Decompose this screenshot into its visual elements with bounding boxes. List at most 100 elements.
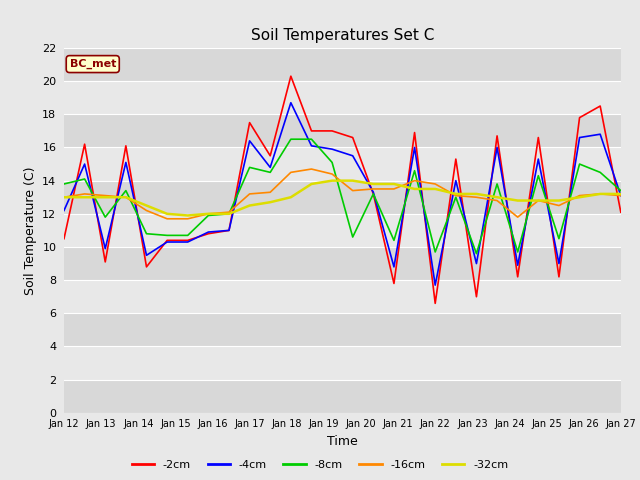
Bar [64, 180, 621, 214]
-2cm [246, 120, 253, 125]
-8cm [617, 188, 625, 193]
-4cm [101, 246, 109, 252]
-8cm [225, 211, 233, 216]
-32cm [143, 203, 150, 208]
-32cm [431, 186, 439, 192]
Line: -8cm: -8cm [64, 139, 621, 253]
-2cm [101, 259, 109, 265]
-2cm [122, 143, 130, 149]
-32cm [617, 191, 625, 197]
-2cm [369, 191, 377, 197]
-2cm [576, 115, 584, 120]
-8cm [390, 238, 398, 243]
-32cm [81, 194, 88, 200]
-16cm [555, 203, 563, 208]
-4cm [81, 161, 88, 167]
-2cm [184, 238, 191, 243]
-2cm [472, 294, 480, 300]
-8cm [349, 234, 356, 240]
-8cm [369, 191, 377, 197]
-2cm [81, 141, 88, 147]
-16cm [369, 186, 377, 192]
-2cm [493, 133, 501, 139]
-16cm [472, 194, 480, 200]
-8cm [101, 214, 109, 220]
-16cm [308, 166, 316, 172]
-4cm [184, 239, 191, 245]
-2cm [431, 300, 439, 306]
-16cm [163, 216, 171, 222]
-16cm [514, 214, 522, 220]
-32cm [493, 194, 501, 200]
-16cm [287, 169, 294, 175]
-8cm [328, 159, 336, 165]
-2cm [225, 228, 233, 233]
-32cm [308, 181, 316, 187]
-8cm [555, 236, 563, 241]
-4cm [287, 100, 294, 106]
-32cm [205, 211, 212, 216]
-4cm [576, 135, 584, 141]
-32cm [369, 181, 377, 187]
-32cm [225, 211, 233, 216]
-2cm [60, 236, 68, 241]
-16cm [452, 192, 460, 198]
X-axis label: Time: Time [327, 434, 358, 448]
-8cm [534, 173, 542, 179]
-2cm [411, 130, 419, 135]
-8cm [122, 188, 130, 193]
-16cm [143, 208, 150, 214]
-8cm [411, 168, 419, 174]
-32cm [596, 191, 604, 197]
-16cm [122, 194, 130, 200]
Bar [64, 280, 621, 313]
-32cm [266, 199, 274, 205]
-16cm [246, 191, 253, 197]
-4cm [60, 208, 68, 214]
-4cm [534, 156, 542, 162]
-8cm [60, 181, 68, 187]
Title: Soil Temperatures Set C: Soil Temperatures Set C [251, 28, 434, 43]
-8cm [184, 232, 191, 238]
-4cm [266, 165, 274, 170]
Line: -16cm: -16cm [64, 169, 621, 219]
-32cm [472, 191, 480, 197]
-4cm [617, 192, 625, 198]
-8cm [452, 194, 460, 200]
-4cm [308, 143, 316, 149]
-4cm [369, 190, 377, 195]
Bar [64, 347, 621, 380]
-32cm [576, 194, 584, 200]
-16cm [617, 192, 625, 198]
-4cm [555, 261, 563, 266]
-4cm [472, 261, 480, 266]
-8cm [143, 231, 150, 237]
-2cm [163, 238, 171, 243]
Bar [64, 81, 621, 114]
-2cm [452, 156, 460, 162]
-2cm [596, 103, 604, 109]
-8cm [596, 169, 604, 175]
-4cm [390, 264, 398, 270]
-8cm [246, 165, 253, 170]
-16cm [266, 190, 274, 195]
-8cm [163, 232, 171, 238]
-16cm [101, 192, 109, 198]
Y-axis label: Soil Temperature (C): Soil Temperature (C) [24, 166, 36, 295]
-2cm [328, 128, 336, 134]
-4cm [493, 144, 501, 150]
-32cm [246, 203, 253, 208]
-2cm [287, 73, 294, 79]
-8cm [205, 213, 212, 218]
-2cm [555, 274, 563, 280]
-32cm [60, 194, 68, 200]
-2cm [143, 264, 150, 270]
-16cm [225, 209, 233, 215]
-16cm [328, 171, 336, 177]
-2cm [308, 128, 316, 134]
-2cm [617, 209, 625, 215]
Bar [64, 114, 621, 147]
-32cm [452, 191, 460, 197]
Line: -2cm: -2cm [64, 76, 621, 303]
-16cm [493, 198, 501, 204]
